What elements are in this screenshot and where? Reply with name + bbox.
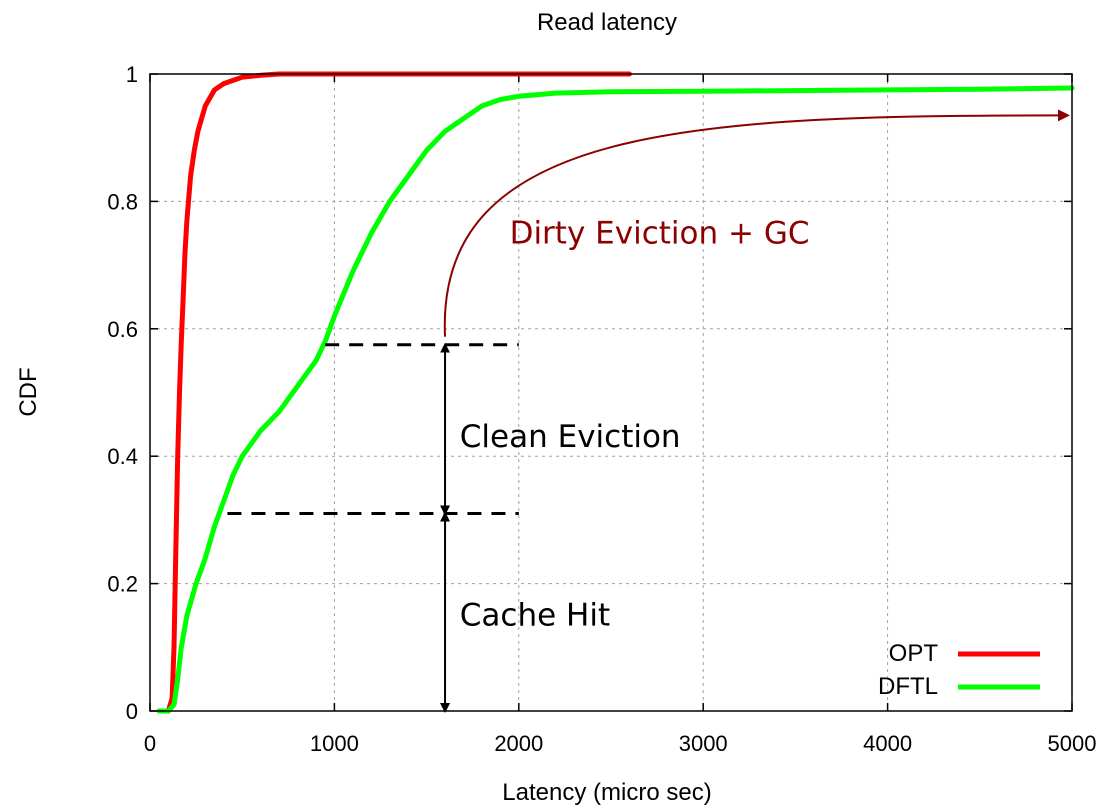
y-tick-label: 0.2 bbox=[107, 572, 138, 597]
y-tick-label: 0.8 bbox=[107, 189, 138, 214]
chart-title: Read latency bbox=[537, 9, 677, 36]
legend-label-opt: OPT bbox=[889, 640, 939, 667]
y-axis-title: CDF bbox=[15, 367, 42, 416]
y-tick-label: 0 bbox=[126, 699, 138, 724]
legend: OPT DFTL bbox=[878, 640, 1040, 700]
y-tick-label: 0.4 bbox=[107, 444, 138, 469]
x-tick-label: 1000 bbox=[310, 731, 359, 756]
x-tick-label: 4000 bbox=[863, 731, 912, 756]
annotation-cache-hit: Cache Hit bbox=[460, 597, 610, 633]
annotation-clean-eviction: Clean Eviction bbox=[460, 419, 681, 455]
x-tick-label: 2000 bbox=[494, 731, 543, 756]
plot-frame bbox=[149, 73, 1073, 712]
x-tick-label: 5000 bbox=[1048, 731, 1097, 756]
x-tick-label: 3000 bbox=[679, 731, 728, 756]
x-tick-label: 0 bbox=[144, 731, 156, 756]
y-tick-label: 0.6 bbox=[107, 317, 138, 342]
grid bbox=[150, 74, 1072, 711]
y-axis-ticks: 0 0.2 0.4 0.6 0.8 1 bbox=[107, 62, 1072, 724]
series-layer bbox=[156, 71, 1075, 714]
x-axis-ticks: 0 1000 2000 3000 4000 5000 bbox=[144, 74, 1097, 756]
annotation-layer: Dirty Eviction + GC Clean Eviction Cache… bbox=[227, 109, 1070, 713]
legend-label-dftl: DFTL bbox=[878, 673, 938, 700]
series-line-dftl bbox=[156, 85, 1075, 714]
x-axis-title: Latency (micro sec) bbox=[502, 779, 711, 806]
dirty-eviction-curved-arrow bbox=[443, 109, 1070, 337]
y-tick-label: 1 bbox=[126, 62, 138, 87]
annotation-dirty-eviction-gc: Dirty Eviction + GC bbox=[510, 215, 810, 251]
